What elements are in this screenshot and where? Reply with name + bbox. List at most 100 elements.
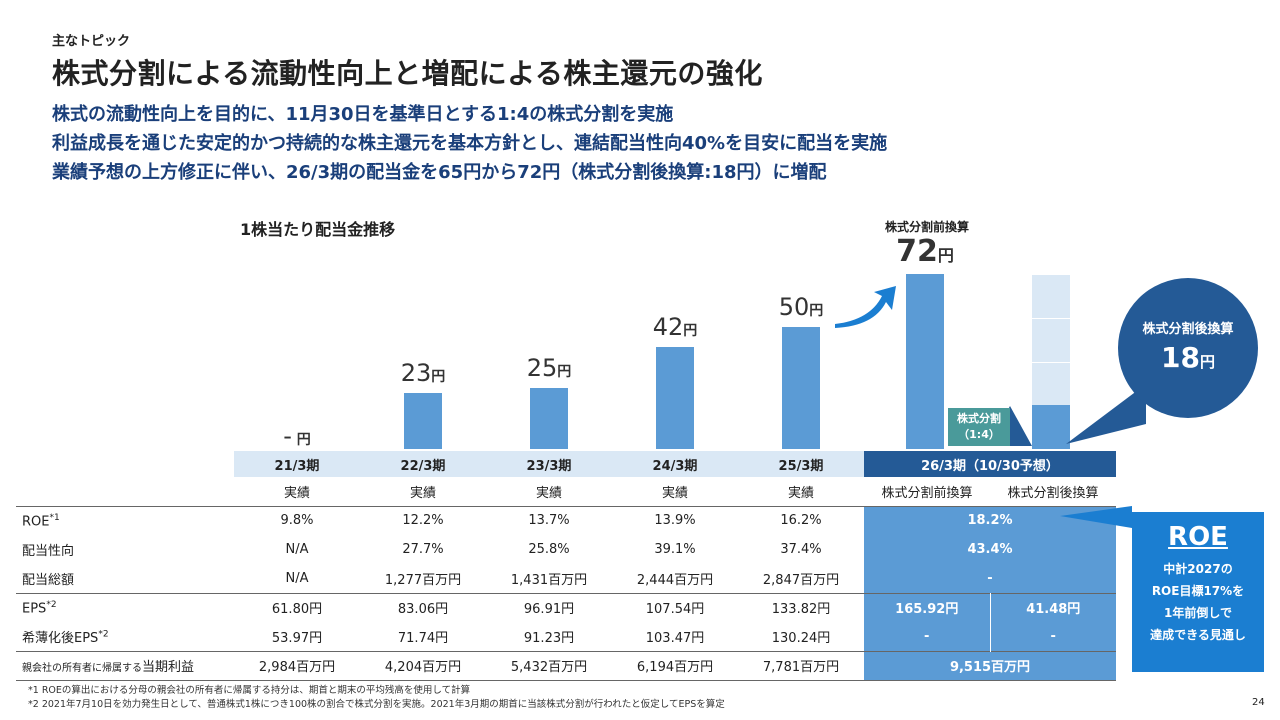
table-cell: 103.47円: [645, 630, 705, 646]
table-cell: N/A: [285, 570, 309, 586]
table-cell: 91.23円: [523, 630, 575, 646]
split-label-line1: 株式分割: [957, 412, 1001, 425]
row-label-small: 親会社の所有者に帰属する: [22, 663, 142, 674]
bubble-tail: [1066, 384, 1146, 444]
page-number: 24: [1252, 697, 1265, 708]
table-cell: 2,444百万円: [636, 572, 714, 588]
table-cell: 83.06円: [397, 602, 449, 618]
footnote: *2 2021年7月10日を効力発生日として、普通株式1株につき100株の割合で…: [28, 699, 725, 710]
table-cell: 5,432百万円: [510, 660, 588, 675]
page-title: 株式分割による流動性向上と増配による株主還元の強化: [52, 57, 763, 90]
roe-line: 中計2027の: [1163, 562, 1233, 576]
table-cell: 4,204百万円: [384, 660, 462, 675]
table-cell: 37.4%: [780, 542, 822, 557]
bar-post-split-ghost: [1032, 274, 1070, 318]
table-cell: 12.2%: [402, 513, 444, 529]
table-cell: 13.7%: [528, 513, 570, 529]
table-cell: 9.8%: [280, 513, 314, 529]
roe-callout: ROE 中計2027の ROE目標17%を 1年前倒しで 達成できる見通し: [1132, 512, 1264, 672]
table-cell: 130.24円: [771, 630, 831, 646]
roe-heading: ROE: [1168, 522, 1228, 552]
footnote: *1 ROEの算出における分母の親会社の所有者に帰属する持分は、期首と期末の平均…: [28, 685, 471, 696]
table-cell: 53.97円: [271, 630, 323, 646]
category-row: 21/3期 22/3期 23/3期 24/3期 25/3期 26/3期（10/3…: [234, 451, 1116, 477]
row-label: ROE: [22, 513, 50, 529]
table-row: 配当性向 N/A 27.7% 25.8% 39.1% 37.4% 43.4%: [16, 535, 1116, 564]
table-row: ROE*1 9.8% 12.2% 13.7% 13.9% 16.2% 18.2%: [16, 506, 1116, 535]
bar-post-split-ghost: [1032, 361, 1070, 406]
table-cell-forecast: 18.2%: [864, 506, 1116, 535]
chart-title: 1株当たり配当金推移: [240, 220, 396, 239]
table-row: 親会社の所有者に帰属する当期利益 2,984百万円 4,204百万円 5,432…: [16, 651, 1116, 680]
row-sup: *2: [46, 599, 57, 610]
category-label: 21/3期: [234, 451, 360, 477]
row-label: 配当性向: [22, 544, 75, 559]
table-cell: 16.2%: [780, 513, 822, 529]
bubble-title: 株式分割後換算: [1142, 322, 1234, 337]
key-point: 利益成長を通じた安定的かつ持続的な株主還元を基本方針とし、連結配当性向40%を目…: [52, 133, 888, 154]
increase-arrow-icon: [835, 286, 896, 328]
category-label: 26/3期（10/30予想）: [864, 451, 1116, 477]
data-label: 25円: [526, 354, 572, 383]
roe-line: ROE目標17%を: [1151, 584, 1245, 598]
table-cell: 107.54円: [645, 602, 705, 618]
bar-post-split-ghost: [1032, 317, 1070, 362]
bar-24/3期: [656, 346, 694, 449]
roe-line: 1年前倒しで: [1164, 606, 1232, 620]
table-cell: 96.91円: [523, 602, 575, 618]
type-cell: 実績: [283, 485, 310, 501]
table-cell: 25.8%: [528, 542, 570, 557]
table-row: 配当総額 N/A 1,277百万円 1,431百万円 2,444百万円 2,84…: [16, 564, 1116, 593]
category-label: 23/3期: [486, 451, 612, 477]
bar-22/3期: [404, 393, 442, 449]
table-cell-forecast: 41.48円: [990, 593, 1116, 622]
table-cell-forecast: 43.4%: [864, 535, 1116, 564]
bar-26/3期（10/30予想）: [906, 274, 944, 449]
type-cell: 実績: [535, 485, 562, 501]
table-cell: 27.7%: [402, 542, 444, 557]
table-cell: 2,847百万円: [762, 572, 840, 588]
category-label: 22/3期: [360, 451, 486, 477]
type-cell: 株式分割前換算: [881, 485, 973, 501]
table-cell: 6,194百万円: [636, 660, 714, 675]
row-label: 配当総額: [22, 572, 75, 588]
financial-table: 実績 実績 実績 実績 実績 株式分割前換算 株式分割後換算 ROE*1 9.8…: [16, 477, 1116, 681]
table-cell: 7,781百万円: [762, 660, 840, 675]
table-cell: 61.80円: [271, 602, 323, 618]
table-cell-forecast: 9,515百万円: [864, 651, 1116, 680]
bubble-value: 18: [1161, 341, 1200, 374]
type-row: 実績 実績 実績 実績 実績 株式分割前換算 株式分割後換算: [16, 477, 1116, 506]
category-label: 25/3期: [738, 451, 864, 477]
bar-25/3期: [782, 327, 820, 449]
roe-arrow-icon: [1060, 506, 1132, 528]
row-label: EPS: [22, 600, 47, 616]
row-label: 希薄化後EPS: [22, 630, 99, 646]
data-label: 72円: [896, 234, 954, 269]
row-label: 当期利益: [142, 660, 195, 675]
row-sup: *1: [49, 512, 60, 523]
data-label: 42円: [652, 312, 698, 341]
type-cell: 実績: [787, 485, 814, 501]
data-label: 50円: [778, 293, 824, 322]
table-row: 希薄化後EPS*2 53.97円 71.74円 91.23円 103.47円 1…: [16, 622, 1116, 651]
table-cell: 1,431百万円: [510, 572, 588, 588]
type-cell: 実績: [661, 485, 688, 501]
category-label: 24/3期: [612, 451, 738, 477]
bar-post-split: [1032, 405, 1070, 449]
eyebrow: 主なトピック: [52, 34, 131, 49]
table-row: EPS*2 61.80円 83.06円 96.91円 107.54円 133.8…: [16, 593, 1116, 622]
split-label-line2: （1:4）: [958, 428, 1000, 441]
table-cell-forecast: 165.92円: [864, 593, 991, 622]
table-cell-forecast: -: [990, 622, 1116, 651]
table-cell: 133.82円: [771, 602, 831, 618]
table-cell: 39.1%: [654, 542, 696, 557]
key-points: 株式の流動性向上を目的に、11月30日を基準日とする1:4の株式分割を実施 利益…: [52, 100, 887, 187]
table-cell: N/A: [285, 542, 309, 557]
table-cell: 71.74円: [397, 630, 449, 646]
split-label: 株式分割 （1:4）: [948, 408, 1010, 446]
table-cell-forecast: -: [864, 622, 991, 651]
roe-line: 達成できる見通し: [1150, 628, 1246, 642]
table-cell: 2,984百万円: [258, 660, 336, 675]
data-label: 23円: [400, 359, 446, 388]
bubble-unit: 円: [1199, 353, 1215, 371]
